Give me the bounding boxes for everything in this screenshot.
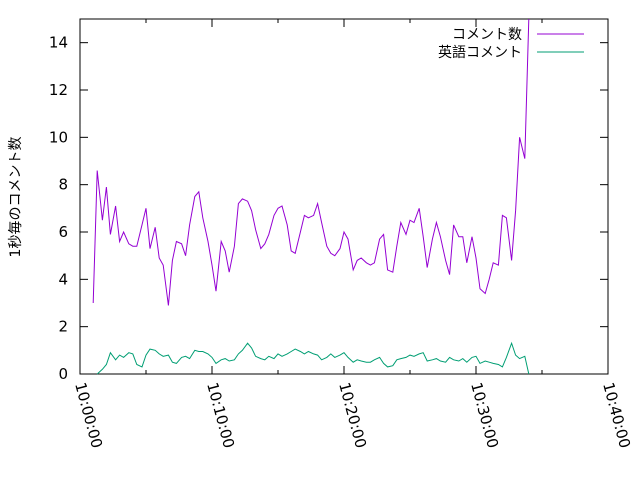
x-tick-label: 10:20:00	[335, 380, 370, 450]
series-layer	[92, 18, 530, 375]
y-tick-label: 2	[58, 318, 68, 336]
x-tick-label: 10:00:00	[71, 380, 106, 450]
legend-label: 英語コメント	[438, 44, 522, 61]
x-tick-label: 10:10:00	[203, 380, 238, 450]
plot-frame	[79, 18, 609, 375]
y-axis-ticks: 0 2 4 6 8 10 12 14	[49, 34, 608, 383]
y-tick-label: 12	[49, 81, 68, 99]
y-tick-label: 4	[58, 270, 68, 288]
series-line-1	[96, 341, 530, 375]
y-axis-label: 1秒毎のコメント数	[8, 137, 24, 258]
y-tick-label: 10	[49, 128, 68, 146]
x-tick-label: 10:30:00	[467, 380, 502, 450]
y-tick-label: 0	[58, 365, 68, 383]
y-tick-label: 8	[58, 176, 68, 194]
x-tick-label: 10:40:00	[599, 380, 634, 450]
legend-label: コメント数	[452, 27, 522, 43]
y-tick-label: 14	[49, 34, 68, 52]
series-line-0	[92, 18, 530, 306]
y-tick-label: 6	[58, 223, 68, 241]
